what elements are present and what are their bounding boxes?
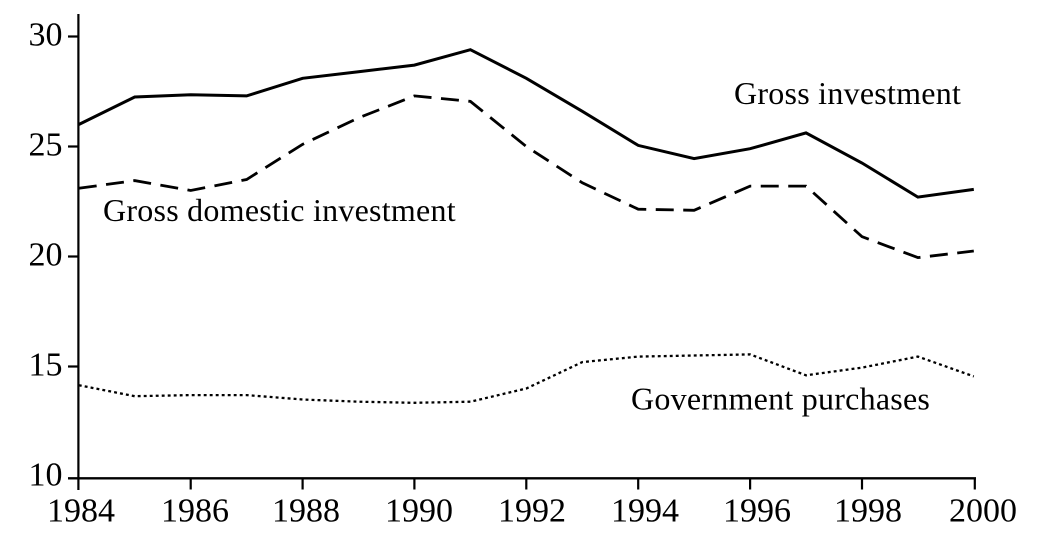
- svg-text:1986: 1986: [161, 493, 229, 530]
- svg-text:1994: 1994: [611, 493, 679, 530]
- svg-text:1996: 1996: [723, 493, 791, 530]
- svg-text:10: 10: [29, 457, 63, 494]
- svg-text:Gross domestic investment: Gross domestic investment: [103, 192, 456, 228]
- svg-text:1992: 1992: [498, 493, 566, 530]
- svg-text:15: 15: [29, 347, 63, 384]
- svg-text:1990: 1990: [385, 493, 453, 530]
- svg-text:Gross investment: Gross investment: [734, 75, 961, 111]
- svg-text:20: 20: [29, 237, 63, 274]
- svg-text:1998: 1998: [834, 493, 902, 530]
- svg-text:25: 25: [29, 127, 63, 164]
- svg-text:1984: 1984: [47, 493, 115, 530]
- svg-text:Government purchases: Government purchases: [631, 380, 930, 416]
- svg-text:1988: 1988: [272, 493, 340, 530]
- svg-text:30: 30: [29, 17, 63, 54]
- svg-text:2000: 2000: [949, 493, 1017, 530]
